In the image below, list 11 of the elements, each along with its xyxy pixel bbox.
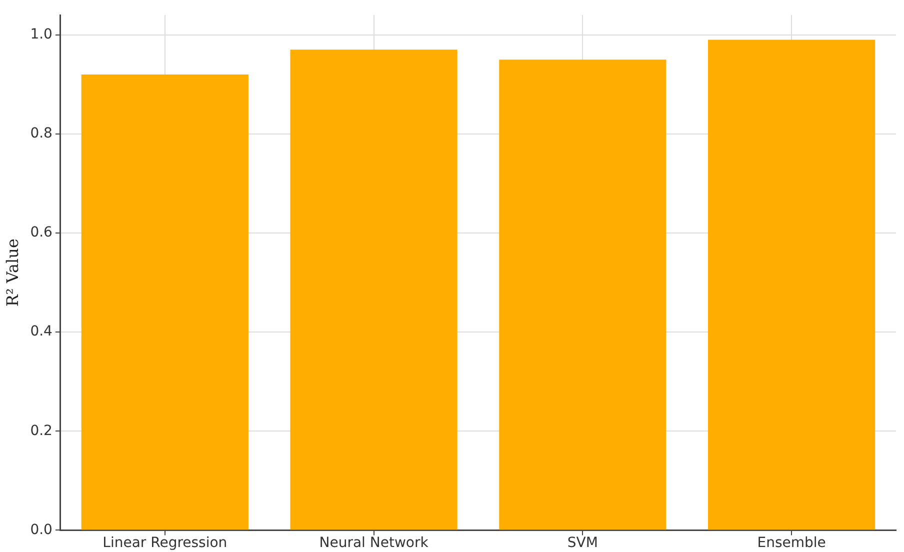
y-axis-title: R² Value: [2, 238, 22, 307]
x-tick-label: SVM: [567, 535, 598, 552]
y-tick-label: 0.8: [30, 126, 52, 142]
y-tick-label: 0.6: [30, 224, 53, 241]
x-tick-label: Neural Network: [319, 535, 430, 552]
y-tick-label: 0.4: [30, 324, 53, 340]
x-tick-label: Ensemble: [757, 535, 826, 552]
x-tick-label: Linear Regression: [102, 535, 228, 552]
y-tick-label: 1.0: [30, 26, 52, 42]
y-tick-label: 0.2: [30, 422, 52, 439]
y-tick-label: 0.0: [30, 522, 52, 538]
